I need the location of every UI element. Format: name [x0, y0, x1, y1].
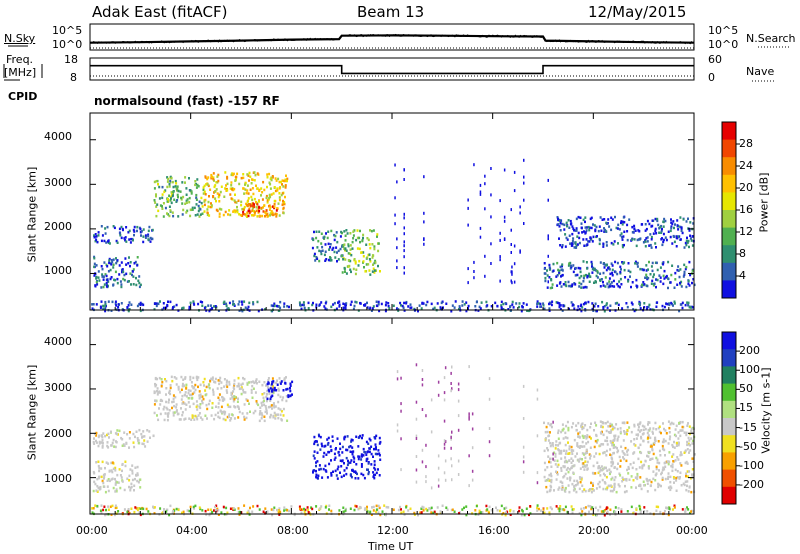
power-region-0	[93, 255, 142, 289]
vel-region-4	[312, 433, 382, 480]
velocity-colorbar-cell	[722, 349, 736, 367]
colorbars	[721, 121, 740, 505]
nsearch-tick-top: 10^5	[708, 24, 739, 37]
xtick-3: 12:00	[377, 524, 409, 537]
beam-title: Beam 13	[357, 3, 425, 21]
power-region-8	[556, 215, 695, 249]
power-colorbar-cell	[722, 262, 736, 281]
velocity-colorbar-ticklabel: 15	[739, 401, 753, 415]
power-colorbar-cell	[722, 280, 736, 299]
power-colorbar-ticklabel: 4	[739, 269, 746, 282]
cpid-label: CPID	[8, 90, 38, 103]
date-title: 12/May/2015	[588, 3, 687, 21]
power-colorbar-ticklabel: 20	[739, 181, 753, 194]
freq-unit-label: [MHz]	[4, 66, 37, 79]
velocity-colorbar-cell	[722, 400, 736, 419]
power-region-6	[341, 229, 381, 276]
velocity-colorbar-ticklabel: 50	[739, 382, 753, 396]
frequency-panel	[3, 57, 776, 82]
freq-panel-frame	[89, 57, 695, 81]
power-colorbar-cell	[722, 139, 736, 158]
xtick-0: 00:00	[76, 524, 108, 537]
power-panel	[89, 112, 696, 313]
vel-region-1	[92, 428, 155, 449]
nave-tick-bottom: 0	[708, 71, 715, 84]
nsearch-label: N.Search	[746, 32, 796, 45]
velocity-colorbar-ticklabel: -50	[739, 439, 757, 453]
velocity-colorbar-cell	[722, 469, 736, 488]
power-region-4	[242, 202, 279, 218]
cpid-text: normalsound (fast) -157 RF	[94, 94, 280, 108]
xaxis-label: Time UT	[368, 540, 414, 553]
velocity-colorbar-cell	[722, 332, 736, 350]
power-ytick-2000: 2000	[44, 220, 72, 233]
freq-label: Freq.	[6, 53, 34, 66]
power-colorbar-ticklabel: 16	[739, 203, 753, 216]
nsearch-tick-bottom: 10^0	[708, 38, 739, 51]
vel-region-3	[266, 380, 294, 401]
power-colorbar-ticklabel: 12	[739, 225, 753, 238]
vel-streaks	[396, 363, 554, 490]
power-colorbar-cell	[722, 210, 736, 229]
power-colorbar-ticklabel: 24	[739, 159, 753, 172]
power-colorbar-cell	[722, 157, 736, 176]
xtick-5: 20:00	[578, 524, 610, 537]
power-region-7	[543, 260, 696, 290]
vel-bg	[90, 318, 694, 514]
xtick-6: 00:00	[676, 524, 708, 537]
nsky-jitter	[89, 33, 694, 45]
velocity-panel	[89, 317, 696, 517]
nsky-label: N.Sky	[4, 32, 36, 45]
nave-tick-top: 60	[708, 53, 722, 66]
power-colorbar-cell	[722, 122, 736, 141]
nsky-tick-top: 10^5	[52, 24, 83, 37]
velocity-colorbar-ticklabel: -15	[739, 420, 757, 434]
power-region-2	[153, 175, 205, 218]
power-streaks	[394, 158, 549, 285]
power-ytick-1000: 1000	[44, 264, 72, 277]
velocity-colorbar-frame	[721, 331, 737, 505]
velocity-ytick-3000: 3000	[44, 381, 72, 394]
velocity-colorbar-cell	[722, 383, 736, 402]
nsky-tick-bottom: 10^0	[52, 38, 83, 51]
velocity-ytick-2000: 2000	[44, 427, 72, 440]
vel-region-0	[92, 460, 142, 494]
velocity-colorbar-cell	[722, 435, 736, 453]
velocity-colorbar-ticklabel: -100	[739, 458, 764, 472]
freq-tick-top: 18	[64, 53, 78, 66]
power-colorbar-cell	[722, 245, 736, 264]
velocity-colorbar-cell	[722, 418, 736, 436]
xtick-1: 04:00	[176, 524, 208, 537]
velocity-colorbar-ticklabel: 200	[739, 344, 760, 358]
power-colorbar-ticklabel: 8	[739, 247, 746, 260]
power-region-5	[311, 229, 344, 263]
velocity-colorbar-ticklabel: 100	[739, 363, 760, 377]
power-colorbar-cell	[722, 227, 736, 246]
velocity-ytick-4000: 4000	[44, 335, 72, 348]
freq-line	[90, 64, 694, 75]
nave-label: Nave	[746, 65, 775, 78]
freq-tick-bottom: 8	[70, 71, 77, 84]
power-ytick-3000: 3000	[44, 176, 72, 189]
vel-region-2	[153, 375, 289, 423]
velocity-colorbar-cell	[722, 366, 736, 385]
power-region-1	[93, 225, 154, 245]
station-title: Adak East (fitACF)	[92, 3, 228, 21]
power-colorbar-ticklabel: 28	[739, 137, 753, 150]
power-bg	[90, 113, 694, 310]
velocity-colorbar-cell	[722, 486, 736, 505]
velocity-ytick-1000: 1000	[44, 472, 72, 485]
power-ytick-4000: 4000	[44, 130, 72, 143]
xtick-2: 08:00	[277, 524, 309, 537]
noise-panel-frame	[89, 23, 695, 51]
power-colorbar-cell	[722, 192, 736, 211]
power-colorbar-cell	[722, 174, 736, 193]
xtick-4: 16:00	[478, 524, 510, 537]
velocity-colorbar-cell	[722, 452, 736, 471]
noise-panel	[8, 23, 790, 51]
velocity-colorbar-ticklabel: -200	[739, 477, 764, 491]
vel-region-5	[543, 420, 696, 494]
